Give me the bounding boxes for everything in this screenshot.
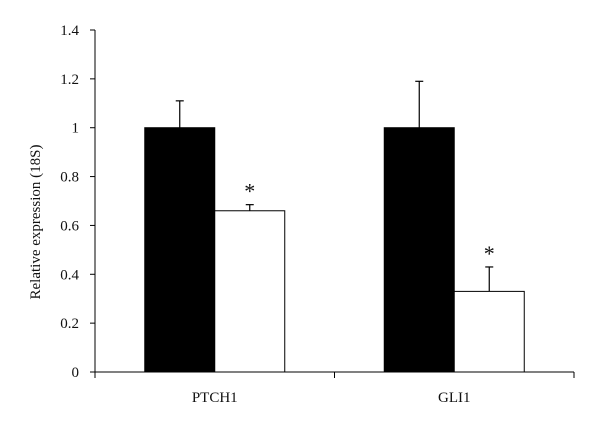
y-tick-label: 0 xyxy=(72,365,80,381)
y-tick-label: 0.2 xyxy=(60,316,79,332)
y-tick-label: 1 xyxy=(72,121,80,137)
significance-marker: * xyxy=(484,241,495,266)
x-tick-label: PTCH1 xyxy=(192,390,238,406)
bar xyxy=(144,127,216,373)
y-tick-label: 0.4 xyxy=(60,267,79,283)
y-tick-label: 0.8 xyxy=(60,170,79,186)
bar xyxy=(383,127,455,373)
bar xyxy=(214,210,286,373)
bar xyxy=(453,290,525,373)
plot-area: 0 0.2 0.4 0.6 0.8 1 1.2 1.4 * PTCH1 * GLI1 xyxy=(60,23,575,406)
y-tick-label: 1.4 xyxy=(60,23,79,39)
y-tick-label: 1.2 xyxy=(60,72,79,88)
significance-marker: * xyxy=(244,179,255,204)
x-tick-label: GLI1 xyxy=(438,390,471,406)
y-tick-label: 0.6 xyxy=(60,218,79,234)
y-axis-title: Relative expression (18S) xyxy=(28,145,44,300)
